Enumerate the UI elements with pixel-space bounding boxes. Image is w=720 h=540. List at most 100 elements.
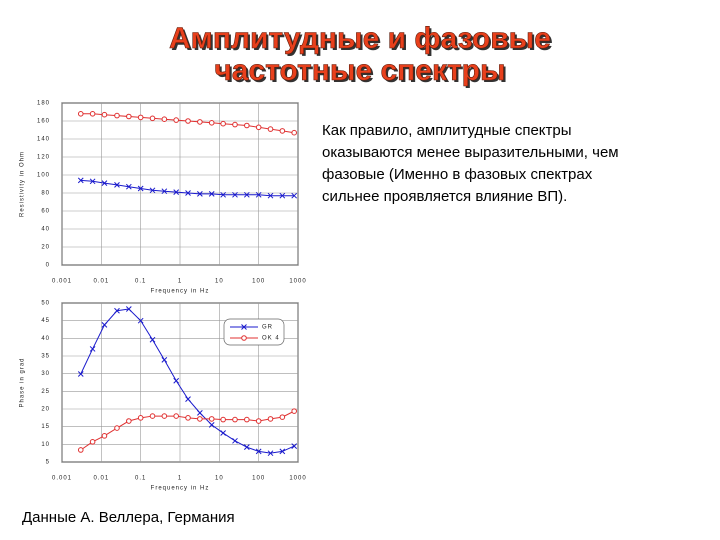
marker — [149, 413, 156, 419]
marker — [126, 418, 132, 424]
marker — [267, 126, 274, 132]
marker — [197, 119, 203, 125]
marker — [149, 336, 156, 343]
marker — [220, 191, 226, 198]
y-tick-label: 180 — [37, 101, 50, 107]
marker — [243, 191, 250, 198]
y-tick-label: 20 — [41, 245, 50, 251]
marker — [220, 430, 226, 436]
marker — [161, 357, 168, 363]
marker — [77, 447, 84, 453]
y-tick-label: 10 — [41, 442, 50, 448]
marker — [125, 306, 132, 312]
marker — [291, 129, 297, 136]
legend-marker — [241, 324, 247, 330]
marker — [255, 418, 262, 424]
marker — [232, 121, 238, 128]
marker — [149, 115, 156, 122]
body-text: Как правило, амплитудные спектры — [322, 122, 572, 139]
y-tick-label: 100 — [37, 173, 50, 179]
marker — [161, 116, 168, 122]
marker — [267, 450, 274, 457]
x-tick-label: 1000 — [289, 279, 306, 285]
marker — [149, 187, 156, 194]
marker — [77, 177, 84, 184]
y-axis-label: Phase in grad — [20, 357, 26, 407]
x-tick-label: 1 — [178, 279, 182, 285]
body-text: оказываются менее выразительными, чем — [322, 144, 619, 161]
legend-label: GR — [262, 325, 273, 331]
marker — [197, 191, 203, 197]
marker — [197, 410, 203, 416]
marker — [232, 416, 238, 423]
x-tick-label: 100 — [252, 476, 265, 482]
marker — [208, 422, 215, 428]
marker — [197, 416, 203, 422]
marker — [114, 182, 120, 188]
marker — [173, 413, 179, 419]
marker — [137, 317, 144, 324]
y-tick-label: 45 — [41, 318, 50, 324]
marker — [137, 114, 144, 121]
marker — [185, 118, 191, 124]
marker — [114, 112, 120, 119]
y-axis-label: Resistivity in Ohm — [20, 151, 26, 217]
y-tick-label: 60 — [41, 209, 50, 215]
marker — [173, 377, 180, 384]
x-tick-label: 0.001 — [52, 279, 72, 285]
marker — [291, 408, 297, 414]
marker — [173, 189, 180, 195]
title-shadow: Амплитудные и фазовые — [171, 24, 553, 57]
marker — [255, 191, 262, 198]
y-tick-label: 40 — [41, 336, 50, 342]
y-tick-label: 120 — [37, 155, 50, 161]
x-tick-label: 1 — [178, 476, 182, 482]
marker — [77, 111, 84, 117]
marker — [267, 416, 274, 422]
y-tick-label: 25 — [41, 389, 50, 395]
marker — [89, 178, 96, 185]
marker — [185, 415, 191, 421]
slide-title: частотные спектры — [214, 54, 505, 87]
marker — [89, 346, 96, 352]
x-axis-label: Frequency in Hz — [151, 289, 210, 295]
marker — [244, 416, 250, 423]
marker — [243, 444, 250, 451]
x-tick-label: 0.01 — [93, 476, 109, 482]
x-tick-label: 100 — [252, 279, 265, 285]
y-tick-label: 20 — [41, 407, 50, 413]
marker — [101, 111, 108, 118]
y-tick-label: 80 — [41, 191, 50, 197]
marker — [89, 439, 96, 445]
x-tick-label: 0.001 — [52, 476, 72, 482]
marker — [208, 120, 215, 126]
marker — [244, 122, 250, 129]
y-tick-label: 5 — [46, 460, 50, 466]
marker — [255, 448, 262, 455]
body-text: фазовые (Именно в фазовых спектрах — [322, 166, 593, 183]
marker — [279, 414, 286, 420]
title-shadow: частотные спектры — [216, 56, 507, 89]
marker — [126, 113, 132, 120]
marker — [89, 111, 96, 117]
marker — [114, 425, 120, 431]
marker — [279, 128, 286, 134]
y-tick-label: 140 — [37, 137, 50, 143]
marker — [161, 413, 168, 419]
x-tick-label: 0.1 — [135, 279, 146, 285]
marker — [279, 192, 286, 199]
marker — [291, 192, 298, 199]
y-tick-label: 15 — [41, 424, 50, 430]
marker — [77, 371, 84, 377]
y-tick-label: 0 — [46, 263, 50, 269]
marker — [173, 117, 179, 123]
marker — [291, 443, 298, 449]
marker — [267, 192, 274, 199]
legend-marker — [241, 335, 247, 341]
marker — [161, 188, 168, 195]
marker — [137, 415, 144, 421]
x-axis-label: Frequency in Hz — [151, 486, 210, 492]
x-tick-label: 10 — [215, 476, 224, 482]
marker — [232, 437, 238, 444]
